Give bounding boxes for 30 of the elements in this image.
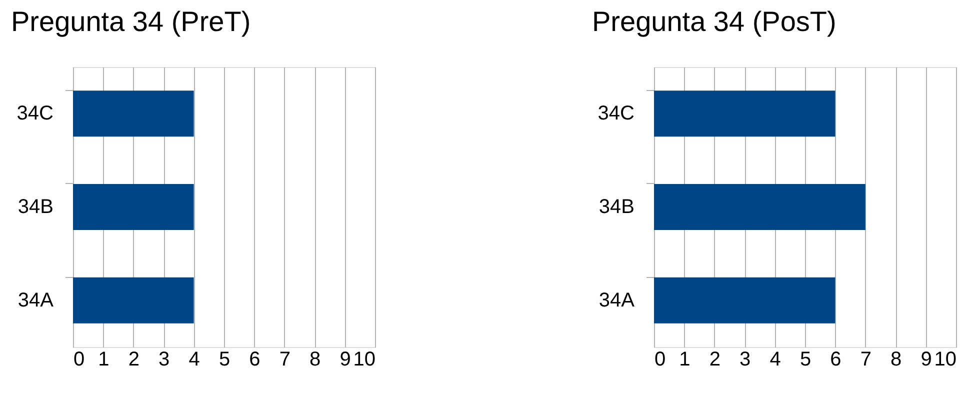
y-tick-label: 34C	[16, 102, 54, 125]
x-tick-label: 3	[740, 348, 751, 370]
x-tick-label: 4	[188, 348, 200, 370]
x-tick-label: 2	[709, 348, 720, 370]
x-tick-label: 9	[340, 348, 351, 370]
x-tick-label: 5	[800, 348, 812, 370]
x-tick-label: 0	[74, 348, 85, 370]
x-tick-label: 10	[934, 348, 956, 370]
x-tick-label: 0	[654, 348, 666, 370]
x-tick-label: 1	[98, 348, 110, 370]
x-tick-label: 4	[770, 348, 781, 370]
x-tick-label: 9	[920, 348, 932, 370]
x-tick-label: 6	[830, 348, 842, 370]
x-tick-label: 2	[128, 348, 140, 370]
x-tick-label: 7	[860, 348, 872, 370]
x-tick-label: 1	[679, 348, 690, 370]
x-tick-label: 3	[158, 348, 170, 370]
y-tick-label: 34C	[598, 102, 634, 125]
chart-title: Pregunta 34 (PreT)	[11, 6, 251, 37]
x-tick-label: 6	[249, 348, 260, 370]
y-tick-label: 34B	[18, 196, 54, 218]
chart-title: Pregunta 34 (PosT)	[592, 6, 836, 37]
x-tick-label: 5	[218, 348, 230, 370]
x-tick-label: 7	[279, 348, 290, 370]
x-tick-label: 10	[353, 348, 376, 370]
x-tick-label: 8	[310, 348, 321, 370]
y-tick-label: 34B	[598, 196, 634, 218]
y-tick-label: 34A	[18, 289, 54, 312]
x-tick-label: 8	[890, 348, 902, 370]
y-tick-label: 34A	[598, 289, 636, 312]
